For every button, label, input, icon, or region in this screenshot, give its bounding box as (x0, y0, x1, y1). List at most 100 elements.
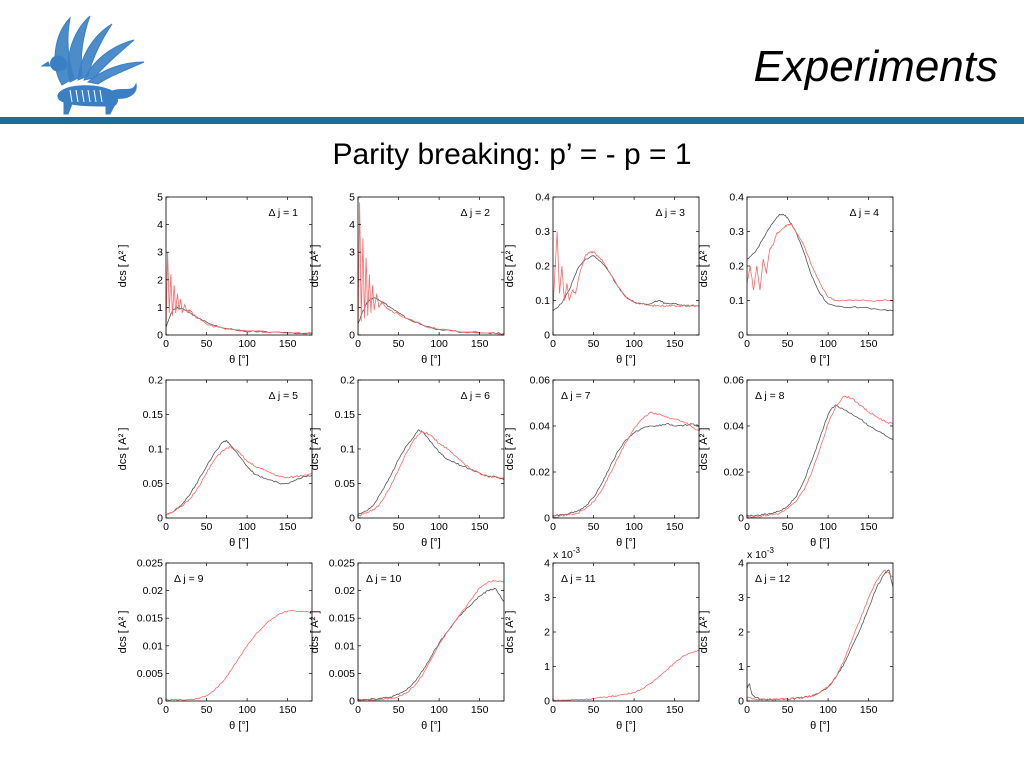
gray-series-line (747, 213, 893, 312)
x-tick-label: 0 (744, 521, 750, 533)
x-tick-label: 0 (550, 338, 556, 350)
x-tick-label: 50 (782, 521, 794, 533)
x-tick-label: 0 (744, 704, 750, 716)
y-tick-label: 3 (544, 592, 550, 604)
x-tick-label: 50 (782, 704, 794, 716)
subplot-dj-10: 0 50 100 150 0 0.005 0.01 0.015 0.02 0.025 θ [°] dc… (309, 558, 505, 732)
panel-label: Δ j = 2 (461, 207, 491, 219)
slide-title: Experiments (753, 42, 998, 91)
y-tick-label: 0.005 (329, 668, 355, 680)
axes-frame (357, 196, 505, 336)
y-tick-label: 0 (349, 513, 355, 525)
x-tick-label: 100 (238, 338, 256, 350)
y-tick-label: 0 (349, 696, 355, 708)
x-tick-label: 100 (430, 338, 448, 350)
x-axis-label: θ [°] (229, 720, 249, 732)
gray-series-line (747, 404, 893, 517)
panel-label: Δ j = 8 (755, 390, 785, 402)
y-tick-label: 4 (157, 219, 163, 231)
x-tick-label: 0 (163, 704, 169, 716)
y-tick-label: 0 (157, 513, 163, 525)
x-tick-label: 50 (588, 704, 600, 716)
griffin-logo-icon (40, 15, 145, 115)
x-tick-label: 0 (355, 338, 361, 350)
y-tick-label: 3 (157, 247, 163, 259)
y-tick-label: 0.02 (143, 585, 164, 597)
x-tick-label: 50 (201, 704, 213, 716)
y-tick-label: 0 (544, 330, 550, 342)
x-tick-label: 0 (163, 521, 169, 533)
panel-label: Δ j = 7 (561, 390, 591, 402)
y-axis-label: dcs [ A² ] (698, 245, 710, 288)
subplot-dj-12: 0 50 100 150 0 1 2 3 4x 10-3 θ [°] dcs [ A² ] Δ j =… (698, 546, 894, 732)
panel-label: Δ j = 1 (269, 207, 299, 219)
axis-multiplier: x 10-3 (553, 546, 581, 561)
y-tick-label: 0 (738, 330, 744, 342)
x-axis-label: θ [°] (229, 537, 249, 549)
red-series-line (166, 446, 312, 515)
red-series-line (358, 579, 504, 701)
x-axis-label: θ [°] (421, 354, 441, 366)
panel-label: Δ j = 5 (269, 390, 299, 402)
x-tick-label: 100 (625, 704, 643, 716)
subplot-dj-7: 0 50 100 150 0 0.02 0.04 0.06 θ [°] dcs [ A² ] Δ j… (504, 375, 700, 549)
red-series-line (747, 223, 893, 302)
y-tick-label: 0.01 (335, 640, 356, 652)
y-tick-label: 0.04 (724, 421, 745, 433)
red-series-line (747, 395, 893, 518)
y-tick-label: 0.02 (335, 585, 356, 597)
y-tick-label: 0.15 (335, 409, 356, 421)
x-axis-label: θ [°] (810, 720, 830, 732)
red-series-line (553, 231, 699, 308)
y-tick-label: 0.04 (530, 421, 551, 433)
subplot-dj-4: 0 50 100 150 0 0.1 0.2 0.3 0.4 θ [°] dcs [ A² ] Δ j… (698, 192, 894, 366)
x-axis-label: θ [°] (421, 720, 441, 732)
y-tick-label: 0.4 (729, 192, 744, 204)
red-series-line (166, 609, 312, 701)
y-tick-label: 0 (157, 330, 163, 342)
panel-label: Δ j = 9 (174, 573, 204, 585)
y-tick-label: 4 (349, 219, 355, 231)
y-tick-label: 0.01 (143, 640, 164, 652)
red-series-line (553, 649, 699, 701)
y-tick-label: 0 (544, 696, 550, 708)
panel-label: Δ j = 4 (850, 207, 880, 219)
x-axis-label: θ [°] (421, 537, 441, 549)
y-tick-label: 0 (544, 513, 550, 525)
x-tick-label: 50 (588, 521, 600, 533)
red-series-line (553, 411, 699, 518)
y-axis-label: dcs [ A² ] (117, 428, 129, 471)
x-tick-label: 0 (744, 338, 750, 350)
y-tick-label: 0.06 (530, 375, 551, 387)
y-tick-label: 1 (544, 661, 550, 673)
y-axis-label: dcs [ A² ] (504, 611, 516, 654)
y-tick-label: 0.05 (335, 478, 356, 490)
x-tick-label: 100 (819, 521, 837, 533)
y-tick-label: 0 (157, 696, 163, 708)
x-tick-label: 100 (238, 704, 256, 716)
red-series-line (747, 569, 893, 701)
panel-label: Δ j = 12 (755, 573, 790, 585)
x-tick-label: 150 (471, 704, 489, 716)
x-tick-label: 150 (860, 521, 878, 533)
y-tick-label: 1 (157, 302, 163, 314)
y-tick-label: 0.005 (137, 668, 163, 680)
x-tick-label: 100 (625, 338, 643, 350)
subplot-dj-5: 0 50 100 150 0 0.05 0.1 0.15 0.2 θ [°] dcs [ A² ] Δ… (117, 375, 313, 549)
x-tick-label: 0 (355, 704, 361, 716)
red-series-line (166, 252, 312, 335)
x-axis-label: θ [°] (616, 354, 636, 366)
y-axis-label: dcs [ A² ] (117, 245, 129, 288)
y-tick-label: 3 (738, 592, 744, 604)
x-tick-label: 100 (430, 521, 448, 533)
x-tick-label: 50 (588, 338, 600, 350)
x-tick-label: 150 (860, 704, 878, 716)
y-tick-label: 2 (544, 627, 550, 639)
y-tick-label: 1 (738, 661, 744, 673)
y-axis-label: dcs [ A² ] (309, 611, 321, 654)
x-tick-label: 100 (819, 338, 837, 350)
x-tick-label: 150 (860, 338, 878, 350)
y-tick-label: 0.3 (535, 226, 550, 238)
x-tick-label: 100 (625, 521, 643, 533)
